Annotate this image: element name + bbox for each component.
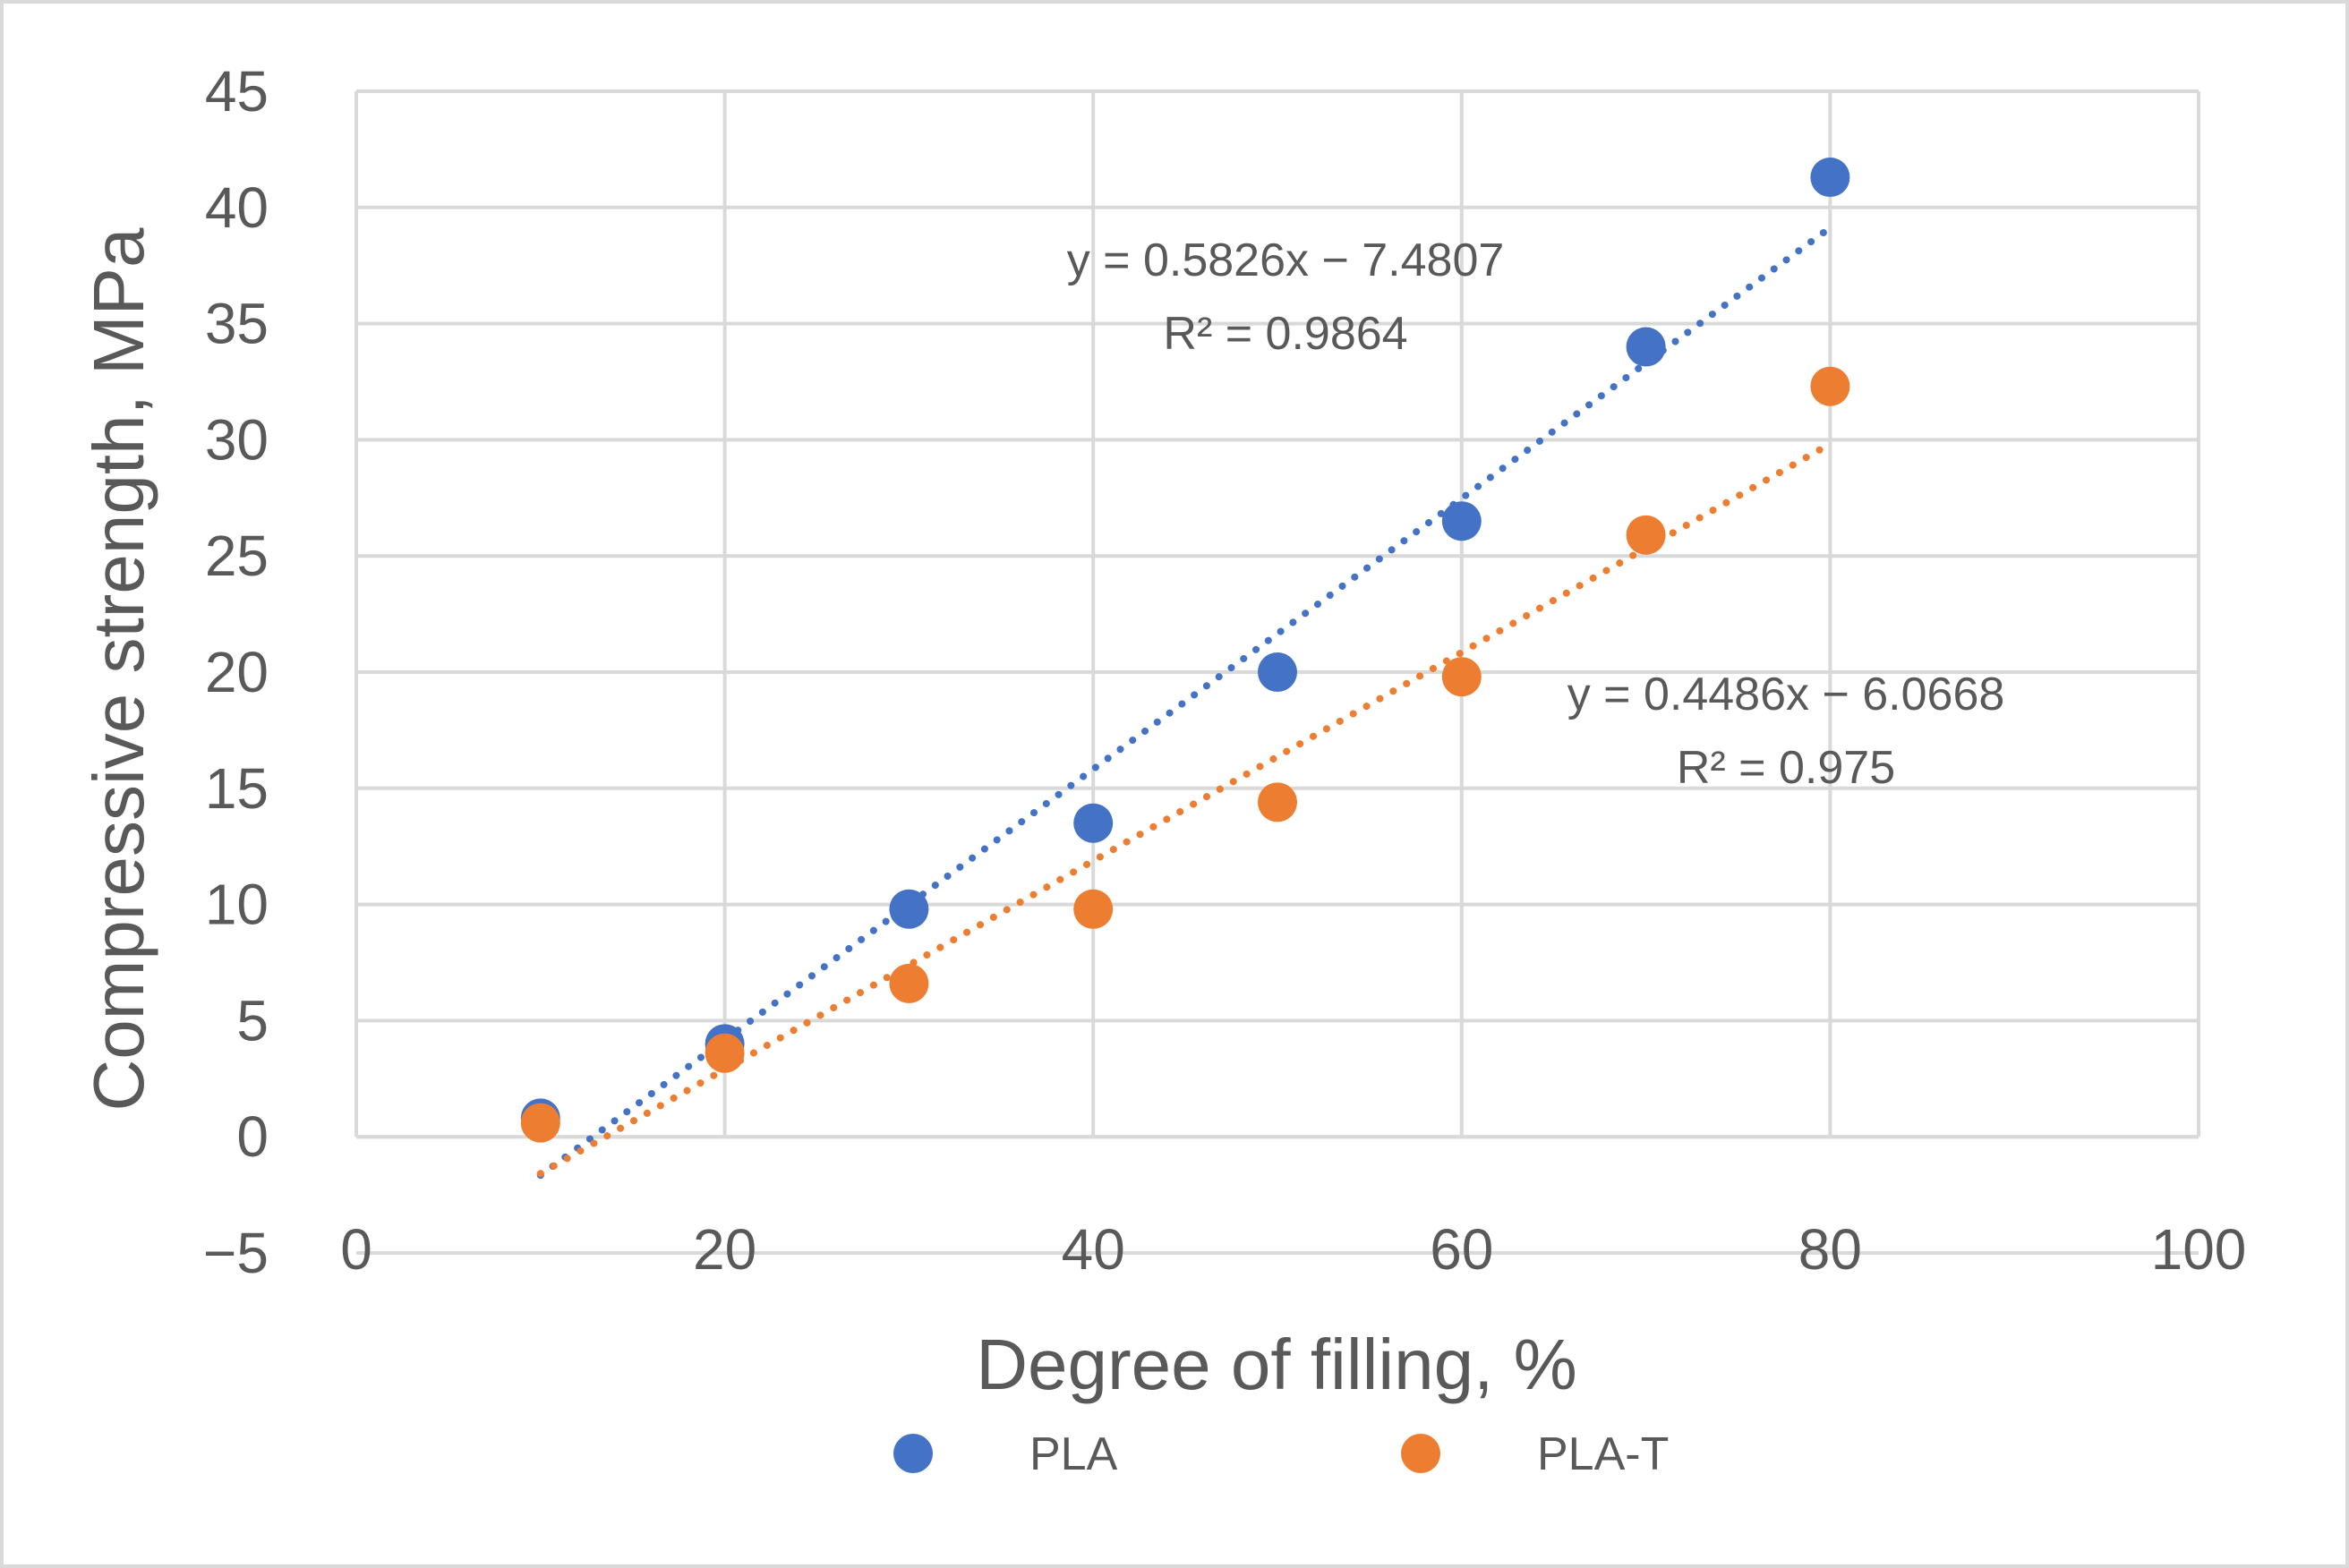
x-axis-title: Degree of filling, % — [976, 1325, 1576, 1404]
data-point-pla-t — [520, 1103, 560, 1143]
y-tick-label: 30 — [205, 407, 269, 472]
trendline-equation-pla: y = 0.5826x − 7.4807 — [1067, 234, 1505, 286]
x-tick-label: 60 — [1430, 1217, 1493, 1282]
data-point-pla-t — [1258, 782, 1297, 822]
data-points — [520, 158, 1850, 1143]
trendlines — [536, 224, 1834, 1180]
legend-marker-pla — [893, 1434, 933, 1473]
x-tick-label: 40 — [1062, 1217, 1125, 1282]
legend-marker-pla-t — [1401, 1434, 1440, 1473]
y-tick-label: −5 — [203, 1221, 269, 1285]
y-tick-label: 20 — [205, 640, 269, 704]
x-tick-label: 100 — [2151, 1217, 2247, 1282]
data-point-pla-t — [889, 963, 929, 1003]
y-tick-label: 5 — [236, 988, 269, 1052]
data-point-pla — [1810, 158, 1850, 198]
legend-label-pla: PLA — [1029, 1428, 1118, 1480]
data-point-pla-t — [1073, 889, 1114, 929]
x-tick-label: 80 — [1798, 1217, 1862, 1282]
legend-label-pla-t: PLA-T — [1537, 1428, 1669, 1480]
data-point-pla-t — [1441, 657, 1482, 697]
data-point-pla-t — [705, 1033, 745, 1073]
data-point-pla — [1626, 327, 1666, 367]
data-point-pla — [889, 889, 929, 929]
data-point-pla — [1441, 501, 1482, 541]
data-point-pla-t — [1810, 366, 1850, 406]
legend: PLA PLA-T — [893, 1428, 1669, 1480]
x-tick-label: 20 — [693, 1217, 756, 1282]
y-tick-label: 40 — [205, 175, 269, 240]
y-axis-title: Compressive strength, MPa — [79, 227, 158, 1112]
y-tick-label: 45 — [205, 59, 269, 124]
x-axis-ticks: 0 20 40 60 80 100 — [340, 1217, 2246, 1282]
data-point-pla — [1258, 652, 1297, 692]
y-tick-label: 0 — [236, 1104, 269, 1169]
y-tick-label: 25 — [205, 524, 269, 588]
y-tick-label: 35 — [205, 292, 269, 356]
trendline-r2-pla-t: R² = 0.975 — [1677, 742, 1895, 794]
data-point-pla — [1073, 803, 1114, 843]
y-tick-label: 15 — [205, 756, 269, 821]
trendline-pla-t — [536, 440, 1834, 1178]
y-tick-label: 10 — [205, 873, 269, 937]
trendline-r2-pla: R² = 0.9864 — [1163, 308, 1407, 360]
data-point-pla-t — [1626, 515, 1666, 555]
trendline-equation-pla-t: y = 0.4486x − 6.0668 — [1567, 669, 2005, 720]
y-axis-ticks: −5 0 5 10 15 20 25 30 35 40 45 — [203, 59, 269, 1285]
trendline-pla — [536, 224, 1834, 1180]
x-tick-label: 0 — [340, 1217, 372, 1282]
